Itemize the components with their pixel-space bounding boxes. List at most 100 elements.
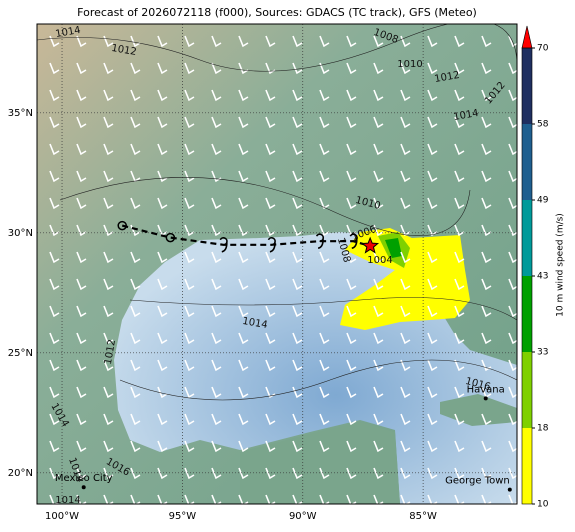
wind-barb [292,467,303,480]
wind-barb [292,494,303,504]
wind-barb [427,386,438,399]
map-frame [36,23,518,505]
colorbar-tick-label: 18 [537,424,549,434]
track-point [315,233,325,249]
wind-barb [454,89,465,102]
wind-barb [211,305,222,318]
wind-barb [157,170,168,183]
wind-barb [319,305,330,318]
wind-barb [238,305,249,318]
wind-barb [373,89,384,102]
wind-barb [157,251,168,264]
wind-barb [76,197,87,210]
wind-barb [76,359,87,372]
wind-barb [130,332,141,345]
wind-barb [319,116,330,129]
wind-barb [373,35,384,48]
wind-barb [211,224,222,237]
wind-barb [292,305,303,318]
wind-barb [427,62,438,75]
wind-barb [76,413,87,426]
wind-barb [427,494,438,504]
wind-barb [76,494,87,504]
wind-barb [292,197,303,210]
colorbar-tick-label: 33 [537,348,548,358]
wind-barb [346,35,357,48]
wind-barb [265,89,276,102]
wind-barb [157,386,168,399]
wind-barb [130,386,141,399]
wind-barb [103,62,114,75]
wind-barb [481,116,492,129]
colorbar: 10 18 33 43 49 58 70 10 m wind speed (m/s) [521,25,566,510]
wind-barb [265,197,276,210]
wind-barb [184,413,195,426]
wind-barb [454,35,465,48]
wind-barb [373,305,384,318]
wind-barb [319,278,330,291]
wind-barb [130,359,141,372]
wind-barb [265,278,276,291]
wind-barb [49,386,60,399]
wind-barb [400,251,411,264]
wind-barb [454,62,465,75]
wind-barb [238,35,249,48]
wind-barb [211,440,222,453]
map-area: 1014101210081010101210121014101010061008… [37,24,517,504]
wind-barb [103,170,114,183]
wind-barb [454,170,465,183]
wind-barb [346,278,357,291]
wind-barb [373,467,384,480]
wind-barb [400,440,411,453]
wind-barb [103,35,114,48]
isobar [37,24,517,401]
wind-barb [346,305,357,318]
wind-barb [508,224,517,237]
wind-barb [103,278,114,291]
lon-tick-label: 100°W [45,511,79,522]
wind-barb [76,224,87,237]
wind-barb [400,278,411,291]
wind-barb [130,413,141,426]
wind-barb [454,305,465,318]
wind-barb [508,359,517,372]
wind-barb [265,116,276,129]
colorbar-segment [522,48,532,124]
wind-barb [49,359,60,372]
wind-barb [373,332,384,345]
wind-barb [292,35,303,48]
wind-barb [427,413,438,426]
wind-barb [346,116,357,129]
wind-barb [292,251,303,264]
wind-barb [481,278,492,291]
wind-barbs [49,35,517,504]
wind-barb [157,89,168,102]
wind-barb [49,494,60,504]
wind-barb [319,224,330,237]
wind-barb [265,143,276,156]
wind-barb [454,251,465,264]
wind-barb [508,197,517,210]
track-point [267,237,276,253]
wind-barb [157,494,168,504]
wind-barb [184,35,195,48]
colorbar-extend [521,25,533,49]
wind-barb [184,467,195,480]
wind-barb [427,116,438,129]
wind-barb [130,494,141,504]
wind-barb [454,332,465,345]
wind-barb [157,197,168,210]
wind-barb [319,62,330,75]
wind-barb [76,143,87,156]
wind-barb [103,440,114,453]
wind-barb [427,170,438,183]
wind-barb [211,62,222,75]
lat-tick-label: 35°N [8,108,33,119]
wind-barb [454,143,465,156]
wind-barb [427,440,438,453]
wind-barb [400,197,411,210]
wind-barb [184,494,195,504]
track-point [219,237,228,253]
wind-barb [508,116,517,129]
wind-barb [103,116,114,129]
